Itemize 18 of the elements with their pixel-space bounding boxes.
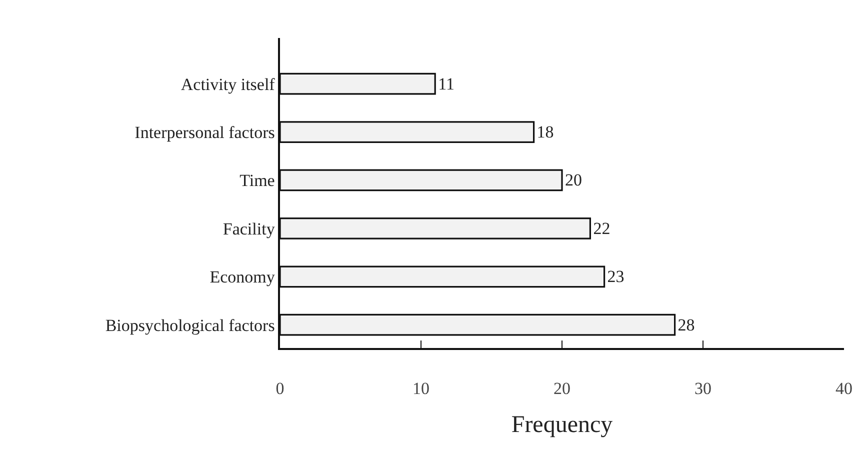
data-label: 11 — [438, 74, 454, 94]
x-tick-label: 0 — [276, 379, 284, 398]
y-tick-label: Biopsychological factors — [105, 316, 275, 335]
x-tick-label: 20 — [554, 379, 570, 398]
y-tick-label: Activity itself — [180, 74, 276, 94]
y-tick-label: Facility — [222, 219, 276, 238]
x-tick-label: 30 — [694, 379, 712, 398]
data-label: 22 — [593, 218, 610, 238]
y-tick-label: Interpersonal factors — [134, 122, 275, 142]
data-label: 18 — [536, 122, 554, 142]
y-tick-label: Time — [240, 171, 275, 190]
x-tick-label: 40 — [836, 379, 852, 398]
x-tick-label: 10 — [412, 379, 430, 398]
x-axis-title: Frequency — [511, 412, 613, 438]
data-label: 23 — [607, 267, 624, 286]
y-tick-label: Economy — [210, 268, 276, 287]
data-label: 28 — [678, 315, 695, 334]
data-label: 20 — [565, 170, 582, 190]
